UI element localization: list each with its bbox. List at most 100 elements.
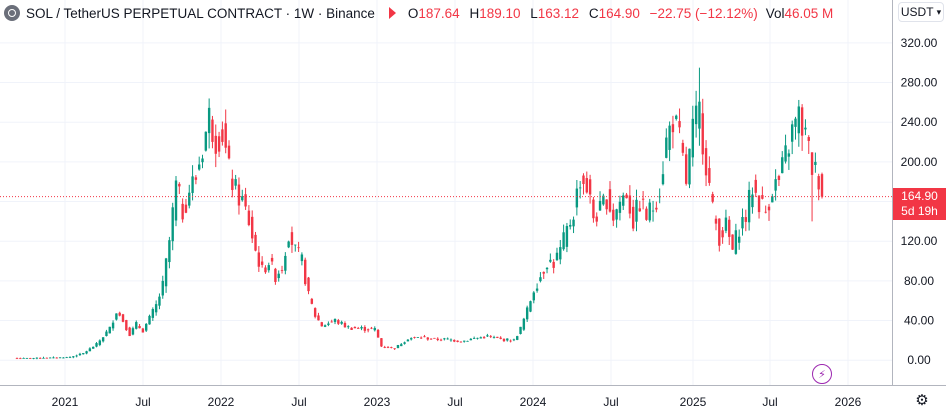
close-label: C <box>588 5 599 21</box>
candle-body <box>313 308 317 317</box>
x-tick-label: Jul <box>291 395 306 409</box>
candle-body <box>774 179 777 191</box>
candle-body <box>790 124 794 142</box>
candle-body <box>807 137 810 141</box>
candle-body <box>383 347 386 348</box>
lightning-icon[interactable]: ⚡ <box>812 364 832 384</box>
candle-body <box>449 339 453 341</box>
flag-icon[interactable] <box>388 7 396 19</box>
candle-body <box>499 337 502 339</box>
candle-body <box>217 136 221 152</box>
candle-body <box>724 217 728 231</box>
candle-body <box>469 338 473 341</box>
candle-body <box>406 339 410 342</box>
candle-body <box>158 296 161 306</box>
candle-body <box>820 174 824 197</box>
candle-body <box>489 336 492 338</box>
candle-body <box>737 236 741 243</box>
candle-body <box>794 118 797 127</box>
candle-body <box>817 176 820 190</box>
candle-body <box>582 175 585 185</box>
candle-body <box>294 244 297 246</box>
candle-body <box>516 336 519 340</box>
candle-body <box>45 357 49 359</box>
candle-body <box>25 357 29 359</box>
candle-body <box>602 195 605 205</box>
candle-body <box>274 268 277 282</box>
candle-body <box>615 209 618 220</box>
candle-body <box>486 335 489 337</box>
candle-body <box>684 154 688 184</box>
candle-body <box>201 158 204 163</box>
candle-body <box>509 340 512 342</box>
candle-body <box>353 327 357 329</box>
candle-body <box>771 196 774 203</box>
candle-body <box>522 318 526 330</box>
candle-body <box>138 326 141 329</box>
candle-body <box>426 337 429 340</box>
x-tick-label: 2021 <box>52 395 79 409</box>
candle-body <box>91 346 95 349</box>
candle-body <box>327 323 330 325</box>
candle-body <box>519 326 522 334</box>
candle-body <box>678 121 681 128</box>
candle-body <box>764 211 767 213</box>
candle-body <box>416 337 420 338</box>
candle-body <box>68 357 72 359</box>
volume: Vol46.05 M <box>766 6 834 21</box>
candle-body <box>479 337 482 339</box>
candle-body <box>532 292 535 301</box>
candle-body <box>595 216 598 222</box>
candle-body <box>453 339 456 342</box>
candle-body <box>804 127 807 130</box>
y-tick-label: 120.00 <box>901 234 938 248</box>
currency-selector[interactable]: USDT ▾ <box>898 2 944 22</box>
candle-body <box>32 357 35 359</box>
candle-body <box>496 336 499 338</box>
candle-body <box>592 199 595 219</box>
candle-body <box>131 328 135 335</box>
x-tick-label: 2026 <box>835 395 862 409</box>
candle-body <box>814 161 817 165</box>
time-axis[interactable]: 2021 Jul 2022 Jul 2023 Jul 2024 Jul 2025 Jul 2026 <box>52 395 862 409</box>
candle-body <box>168 240 171 263</box>
x-tick-label: 2025 <box>680 395 707 409</box>
candle-body <box>144 323 148 331</box>
candle-body <box>151 309 155 318</box>
candle-body <box>231 178 234 190</box>
candle-body <box>191 176 194 193</box>
candle-body <box>423 336 426 338</box>
close-value: 164.90 <box>598 5 640 21</box>
candle-body <box>585 178 588 193</box>
candle-body <box>244 194 247 207</box>
candle-body <box>744 217 748 222</box>
candle-body <box>456 340 459 342</box>
candles <box>15 67 824 360</box>
candle-body <box>55 357 58 359</box>
candle-body <box>575 188 579 208</box>
candle-body <box>148 315 151 325</box>
symbol-title[interactable]: SOL / TetherUS PERPETUAL CONTRACT · 1W ·… <box>26 5 375 21</box>
candle-body <box>310 298 314 304</box>
symbol-legend: SOL / TetherUS PERPETUAL CONTRACT · 1W ·… <box>4 4 833 22</box>
last-price-tag: 164.90 5d 19h <box>893 187 946 220</box>
candle-body <box>463 340 466 342</box>
price-axis[interactable]: 0.0040.0080.00120.00160.00200.00240.0028… <box>901 36 938 367</box>
candle-body <box>578 187 582 189</box>
candle-body <box>108 326 111 334</box>
candle-body <box>525 307 529 320</box>
candle-body <box>502 338 506 342</box>
open-value: 187.64 <box>418 5 460 21</box>
candle-body <box>317 315 320 321</box>
candle-body <box>757 195 761 213</box>
candle-body <box>701 113 704 155</box>
candle-body <box>111 322 115 329</box>
candle-body <box>78 353 82 356</box>
gear-icon[interactable]: ⚙ <box>915 392 929 409</box>
candle-body <box>535 288 539 291</box>
candle-body <box>728 219 731 237</box>
last-price-value: 164.90 <box>901 188 938 203</box>
symbol-logo-icon[interactable] <box>4 5 20 21</box>
candle-body <box>125 320 128 331</box>
